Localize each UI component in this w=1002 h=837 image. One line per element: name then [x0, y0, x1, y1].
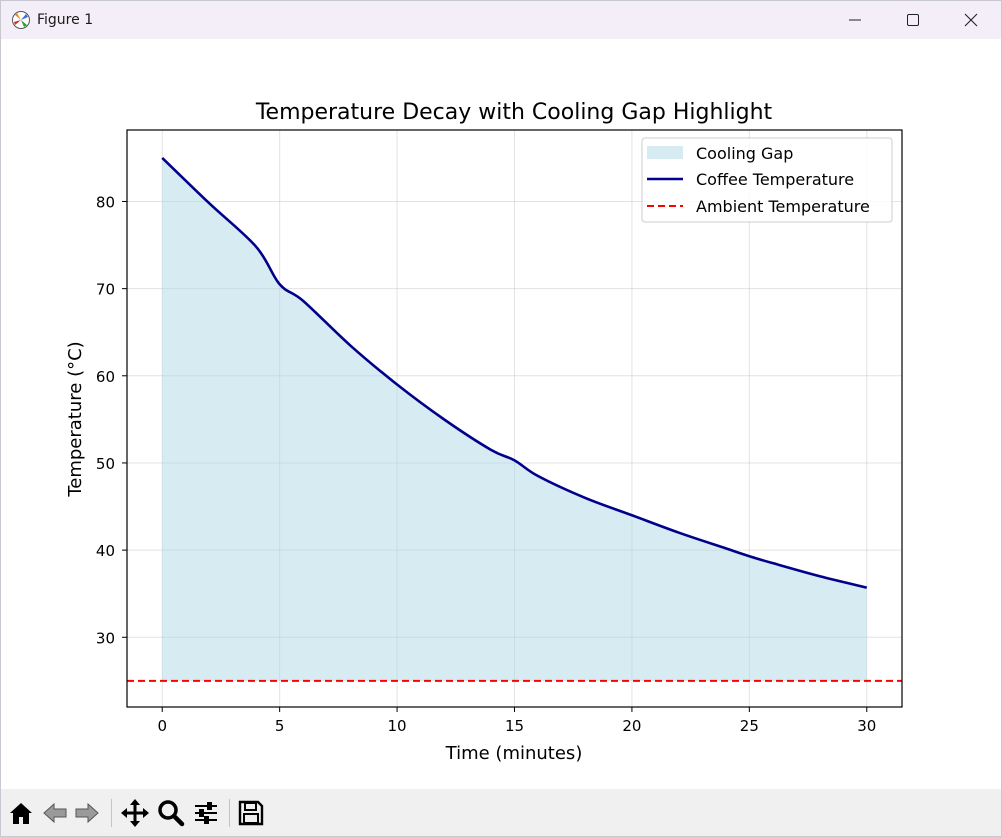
x-tick-label: 25 — [740, 717, 759, 735]
coffee-temperature-line — [161, 156, 868, 589]
forward-icon — [75, 802, 99, 824]
zoom-icon — [158, 800, 185, 827]
matplotlib-app-icon — [12, 11, 30, 29]
minimize-icon — [849, 19, 861, 21]
minimize-button[interactable] — [826, 1, 884, 39]
axis-ticks: 0 5 10 15 20 25 30 30 40 50 60 70 80 — [96, 193, 876, 735]
chart: 0 5 10 15 20 25 30 30 40 50 60 70 80 Temperature Dec… — [65, 100, 903, 764]
forward-button[interactable] — [71, 797, 103, 829]
pan-icon — [121, 799, 149, 827]
x-tick-label: 0 — [157, 717, 167, 735]
y-tick-label: 50 — [96, 455, 115, 473]
title-bar[interactable]: Figure 1 — [1, 1, 1001, 39]
x-tick-label: 30 — [857, 717, 876, 735]
zoom-button[interactable] — [155, 797, 187, 829]
back-icon — [43, 802, 67, 824]
maximize-button[interactable] — [884, 1, 942, 39]
figure-canvas[interactable]: 0 5 10 15 20 25 30 30 40 50 60 70 80 Temperature Dec… — [1, 39, 1001, 789]
close-icon — [964, 13, 978, 27]
home-button[interactable] — [5, 797, 37, 829]
y-axis-label: Temperature (°C) — [65, 341, 86, 497]
y-tick-label: 60 — [96, 368, 115, 386]
cooling-gap-area — [162, 157, 867, 681]
close-button[interactable] — [942, 1, 1000, 39]
x-tick-label: 15 — [505, 717, 524, 735]
x-axis-label: Time (minutes) — [445, 743, 583, 764]
back-button[interactable] — [39, 797, 71, 829]
window-title: Figure 1 — [37, 12, 94, 28]
chart-title: Temperature Decay with Cooling Gap Highl… — [255, 100, 773, 125]
pan-button[interactable] — [119, 797, 151, 829]
x-tick-label: 20 — [622, 717, 641, 735]
x-tick-label: 10 — [388, 717, 407, 735]
home-icon — [10, 803, 32, 824]
y-tick-label: 30 — [96, 629, 115, 647]
legend: Cooling Gap Coffee Temperature Ambient T… — [641, 137, 893, 223]
x-tick-label: 5 — [275, 717, 285, 735]
configure-subplots-button[interactable] — [190, 797, 222, 829]
navigation-toolbar — [1, 789, 1001, 836]
legend-label-cooling-gap: Cooling Gap — [696, 144, 793, 163]
save-button[interactable] — [235, 797, 267, 829]
legend-swatch-cooling-gap — [647, 146, 683, 159]
maximize-icon — [907, 14, 919, 26]
y-tick-label: 70 — [96, 281, 115, 299]
toolbar-separator — [111, 799, 112, 827]
toolbar-separator — [229, 799, 230, 827]
configure-subplots-icon — [195, 802, 217, 824]
y-tick-label: 40 — [96, 542, 115, 560]
legend-label-coffee-temperature: Coffee Temperature — [696, 170, 854, 189]
legend-label-ambient-temperature: Ambient Temperature — [696, 197, 870, 216]
save-icon — [238, 800, 264, 826]
y-tick-label: 80 — [96, 193, 115, 211]
legend-box — [641, 137, 893, 223]
